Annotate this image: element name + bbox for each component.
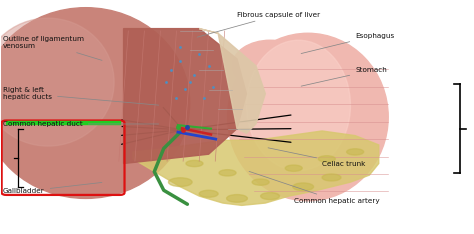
Ellipse shape [227, 195, 247, 202]
Text: Gallbladder: Gallbladder [3, 183, 102, 194]
Ellipse shape [261, 193, 280, 200]
Ellipse shape [322, 174, 341, 181]
Text: Outline of ligamentum
venosum: Outline of ligamentum venosum [3, 36, 102, 60]
Ellipse shape [168, 178, 192, 186]
Text: Right & left
hepatic ducts: Right & left hepatic ducts [3, 87, 159, 105]
Text: Common hepatic duct: Common hepatic duct [3, 121, 159, 127]
Ellipse shape [232, 40, 308, 91]
Ellipse shape [246, 40, 350, 171]
Text: Esophagus: Esophagus [301, 33, 394, 54]
Polygon shape [199, 29, 265, 133]
Ellipse shape [0, 8, 190, 198]
Text: Common hepatic artery: Common hepatic artery [249, 171, 379, 204]
Text: Fibrous capsule of liver: Fibrous capsule of liver [197, 12, 320, 37]
Polygon shape [133, 131, 379, 205]
Ellipse shape [293, 183, 314, 191]
Ellipse shape [318, 156, 335, 162]
Ellipse shape [186, 160, 203, 167]
Ellipse shape [285, 165, 302, 171]
Text: Celiac trunk: Celiac trunk [268, 148, 365, 167]
Ellipse shape [252, 179, 269, 185]
Ellipse shape [219, 170, 236, 176]
Ellipse shape [0, 18, 114, 146]
Ellipse shape [346, 149, 364, 155]
Polygon shape [124, 29, 246, 164]
Ellipse shape [199, 190, 218, 197]
Bar [6, 121, 120, 124]
Ellipse shape [228, 33, 388, 201]
Text: Stomach: Stomach [301, 67, 387, 86]
